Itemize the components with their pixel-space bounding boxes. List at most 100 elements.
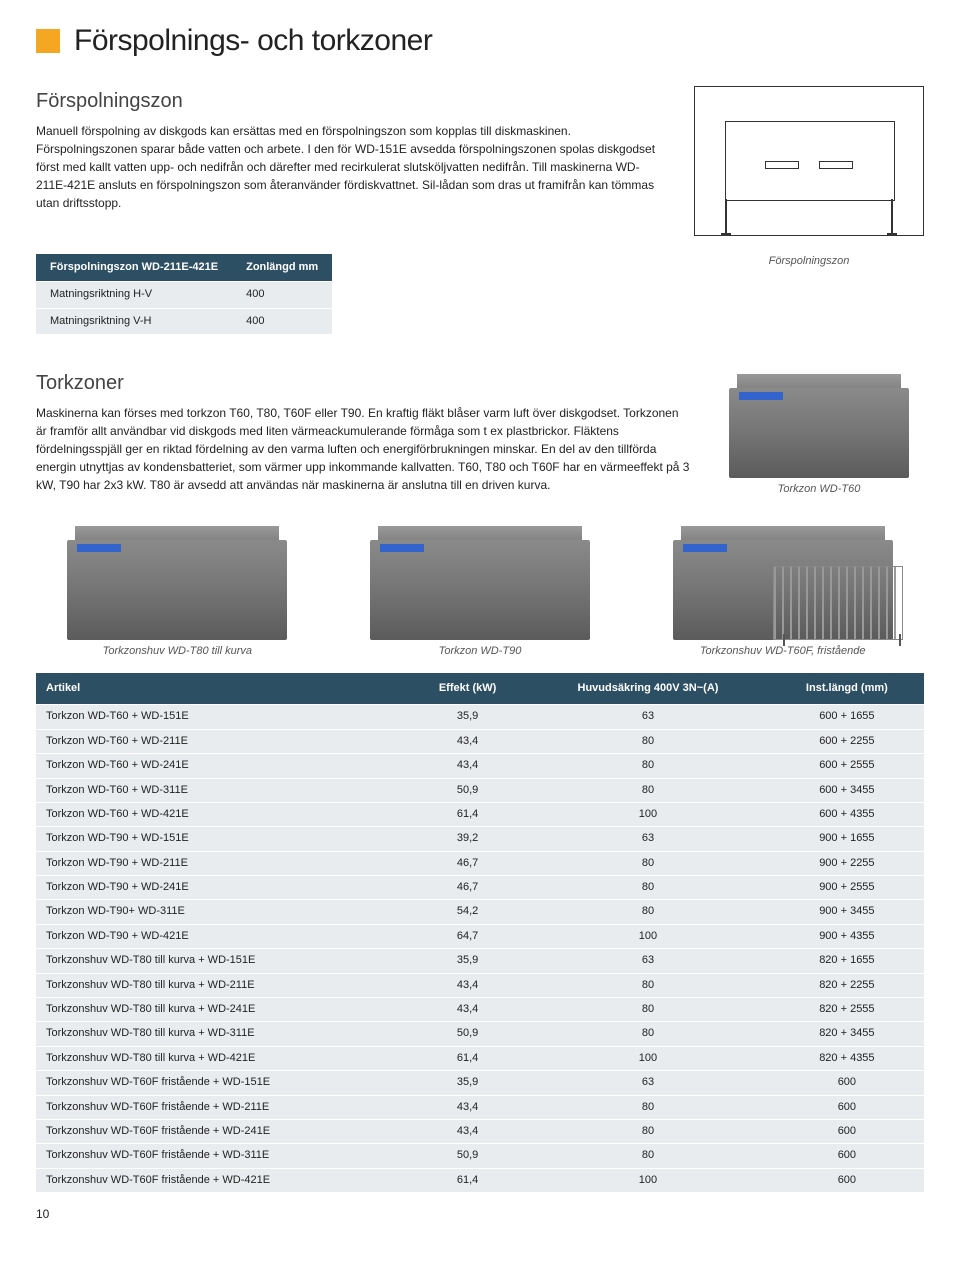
table-cell: 80 — [526, 754, 770, 778]
table-cell: 63 — [526, 827, 770, 851]
table-cell: Torkzonshuv WD-T60F fristående + WD-211E — [36, 1095, 409, 1119]
table-row: Torkzonshuv WD-T60F fristående + WD-241E… — [36, 1119, 924, 1143]
table-cell: Torkzonshuv WD-T80 till kurva + WD-241E — [36, 998, 409, 1022]
table-cell: 80 — [526, 998, 770, 1022]
table-cell: Torkzon WD-T90 + WD-241E — [36, 876, 409, 900]
small-table-row: Förspolningszon WD-211E-421E Zonlängd mm… — [36, 254, 924, 340]
table-cell: 46,7 — [409, 851, 526, 875]
table-cell: Torkzonshuv WD-T60F fristående + WD-311E — [36, 1144, 409, 1168]
table-cell: 43,4 — [409, 1119, 526, 1143]
table-cell: Torkzonshuv WD-T80 till kurva + WD-151E — [36, 949, 409, 973]
table-cell: 400 — [232, 282, 332, 308]
table-cell: 80 — [526, 1022, 770, 1046]
table-row: Torkzonshuv WD-T80 till kurva + WD-151E3… — [36, 949, 924, 973]
table-cell: 600 + 1655 — [770, 705, 924, 729]
table-row: Torkzonshuv WD-T60F fristående + WD-421E… — [36, 1168, 924, 1192]
page-number: 10 — [36, 1206, 924, 1223]
table-cell: Torkzonshuv WD-T80 till kurva + WD-421E — [36, 1046, 409, 1070]
table-cell: 43,4 — [409, 754, 526, 778]
table-cell: 43,4 — [409, 1095, 526, 1119]
table-cell: 600 + 2555 — [770, 754, 924, 778]
table-cell: Torkzon WD-T90+ WD-311E — [36, 900, 409, 924]
table-cell: 80 — [526, 851, 770, 875]
table-header: Effekt (kW) — [409, 673, 526, 705]
product-t60: Torkzon WD-T60 — [714, 368, 924, 497]
table-cell: 900 + 3455 — [770, 900, 924, 924]
table-row: Torkzon WD-T90+ WD-311E54,280900 + 3455 — [36, 900, 924, 924]
table-cell: 600 + 4355 — [770, 802, 924, 826]
table-cell: 63 — [526, 949, 770, 973]
table-cell: 63 — [526, 1071, 770, 1095]
table-cell: 50,9 — [409, 778, 526, 802]
table-cell: 80 — [526, 778, 770, 802]
table-cell: Torkzonshuv WD-T60F fristående + WD-421E — [36, 1168, 409, 1192]
table-row: Torkzon WD-T60 + WD-241E43,480600 + 2555 — [36, 754, 924, 778]
table-cell: 820 + 2555 — [770, 998, 924, 1022]
table-cell: 820 + 4355 — [770, 1046, 924, 1070]
intro-row: Förspolningszon Manuell förspolning av d… — [36, 86, 924, 236]
table-cell: 35,9 — [409, 949, 526, 973]
section1-body: Manuell förspolning av diskgods kan ersä… — [36, 122, 670, 212]
table-cell: 600 + 3455 — [770, 778, 924, 802]
table-row: Torkzon WD-T90 + WD-421E64,7100900 + 435… — [36, 924, 924, 948]
table-cell: 600 + 2255 — [770, 729, 924, 753]
table-cell: Torkzon WD-T60 + WD-151E — [36, 705, 409, 729]
table-cell: 63 — [526, 705, 770, 729]
table-cell: 600 — [770, 1071, 924, 1095]
product-t60f-fristaende: Torkzonshuv WD-T60F, fristående — [641, 520, 924, 659]
table-cell: 80 — [526, 973, 770, 997]
table-header: Förspolningszon WD-211E-421E — [36, 254, 232, 282]
image-caption: Torkzon WD-T90 — [439, 644, 522, 659]
table-cell: 46,7 — [409, 876, 526, 900]
table-row: Torkzonshuv WD-T60F fristående + WD-211E… — [36, 1095, 924, 1119]
table-cell: 61,4 — [409, 1046, 526, 1070]
table-header: Inst.längd (mm) — [770, 673, 924, 705]
table-row: Torkzonshuv WD-T80 till kurva + WD-421E6… — [36, 1046, 924, 1070]
machine-image-icon — [67, 520, 287, 640]
table-cell: Torkzon WD-T60 + WD-211E — [36, 729, 409, 753]
forspolningszon-diagram — [694, 86, 924, 236]
table-cell: 600 — [770, 1168, 924, 1192]
table-cell: 35,9 — [409, 1071, 526, 1095]
table-cell: 80 — [526, 1144, 770, 1168]
table-row: Torkzonshuv WD-T60F fristående + WD-311E… — [36, 1144, 924, 1168]
table-cell: 900 + 2555 — [770, 876, 924, 900]
table-cell: 39,2 — [409, 827, 526, 851]
table-row: Torkzonshuv WD-T80 till kurva + WD-241E4… — [36, 998, 924, 1022]
table-cell: 820 + 1655 — [770, 949, 924, 973]
table-cell: 600 — [770, 1095, 924, 1119]
table-cell: 100 — [526, 802, 770, 826]
table-cell: 50,9 — [409, 1022, 526, 1046]
table-row: Matningsriktning H-V400 — [36, 282, 332, 308]
title-row: Förspolnings- och torkzoner — [36, 20, 924, 62]
table-cell: 80 — [526, 900, 770, 924]
table-row: Torkzon WD-T60 + WD-211E43,480600 + 2255 — [36, 729, 924, 753]
spec-table: Artikel Effekt (kW) Huvudsäkring 400V 3N… — [36, 673, 924, 1192]
table-cell: 100 — [526, 1046, 770, 1070]
table-cell: Torkzon WD-T60 + WD-241E — [36, 754, 409, 778]
table-cell: 43,4 — [409, 729, 526, 753]
machine-image-icon — [729, 368, 909, 478]
page-title: Förspolnings- och torkzoner — [74, 20, 432, 62]
table-cell: 600 — [770, 1119, 924, 1143]
accent-square-icon — [36, 29, 60, 53]
table-cell: 80 — [526, 729, 770, 753]
table-row: Torkzon WD-T60 + WD-151E35,963600 + 1655 — [36, 705, 924, 729]
image-caption: Torkzonshuv WD-T80 till kurva — [103, 644, 252, 659]
table-cell: 100 — [526, 1168, 770, 1192]
table-cell: Torkzon WD-T90 + WD-151E — [36, 827, 409, 851]
diagram-column — [694, 86, 924, 236]
table-cell: 61,4 — [409, 802, 526, 826]
machine-image-icon — [370, 520, 590, 640]
diagram-caption-wrap: Förspolningszon — [694, 254, 924, 269]
table-row: Torkzonshuv WD-T80 till kurva + WD-211E4… — [36, 973, 924, 997]
table-cell: Matningsriktning V-H — [36, 308, 232, 334]
table-cell: 820 + 2255 — [770, 973, 924, 997]
table-row: Torkzon WD-T60 + WD-311E50,980600 + 3455 — [36, 778, 924, 802]
table-row: Torkzon WD-T90 + WD-151E39,263900 + 1655 — [36, 827, 924, 851]
table-header: Huvudsäkring 400V 3N~(A) — [526, 673, 770, 705]
table-cell: Matningsriktning H-V — [36, 282, 232, 308]
table-row: Torkzon WD-T90 + WD-211E46,780900 + 2255 — [36, 851, 924, 875]
table-cell: 54,2 — [409, 900, 526, 924]
table-row: Matningsriktning V-H400 — [36, 308, 332, 334]
